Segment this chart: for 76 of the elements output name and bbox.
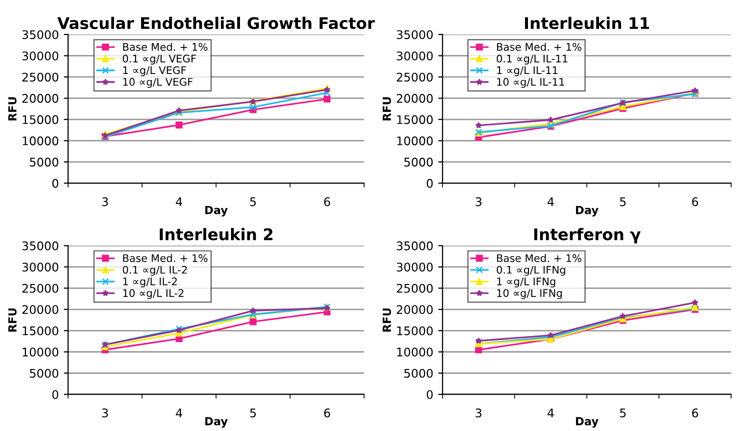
legend-label: 1 ∝g/L VEGF xyxy=(123,66,186,76)
y-tick-label: 5000 xyxy=(30,158,58,167)
y-tick-label: 30000 xyxy=(396,51,433,60)
x-axis-title: Day xyxy=(205,206,228,216)
x-tick-label: 4 xyxy=(548,197,554,206)
y-tick-label: 35000 xyxy=(396,241,433,250)
y-tick-label: 10000 xyxy=(397,136,433,146)
y-tick-label: 0 xyxy=(52,178,58,188)
x-axis-title: Day xyxy=(576,206,598,216)
y-tick-label: 35000 xyxy=(396,30,433,40)
y-tick-label: 30000 xyxy=(22,51,58,60)
x-tick-label: 3 xyxy=(102,197,108,206)
y-tick-label: 20000 xyxy=(22,94,58,103)
legend-label: Base Med. + 1% xyxy=(123,42,208,51)
legend-label: 0.1 ∝g/L IL-11 xyxy=(496,54,568,65)
x-tick-label: 3 xyxy=(476,197,482,206)
x-tick-label: 3 xyxy=(476,408,482,418)
y-tick-label: 25000 xyxy=(22,72,58,82)
y-tick-label: 35000 xyxy=(22,30,58,40)
y-tick-label: 25000 xyxy=(396,284,433,293)
legend-label: Base Med. + 1% xyxy=(123,254,208,262)
y-tick-label: 25000 xyxy=(22,284,58,293)
y-tick-label: 5000 xyxy=(30,368,58,378)
legend-label: 10 ∝g/L IL-11 xyxy=(497,78,564,88)
y-tick-label: 20000 xyxy=(22,305,58,314)
x-tick-label: 6 xyxy=(692,197,698,206)
legend-label: 10 ∝g/L IFNg xyxy=(497,289,562,300)
x-tick-label: 4 xyxy=(176,197,182,206)
chart-title: Interleukin 11 xyxy=(524,16,650,30)
legend-label: 10 ∝g/L VEGF xyxy=(123,78,193,88)
x-tick-label: 3 xyxy=(102,408,108,418)
legend-label: Base Med. + 1% xyxy=(497,42,582,51)
y-tick-label: 0 xyxy=(426,178,433,188)
y-tick-label: 0 xyxy=(52,390,58,400)
legend-label: 10 ∝g/L IL-2 xyxy=(123,289,184,300)
y-tick-label: 5000 xyxy=(404,368,433,378)
y-tick-label: 35000 xyxy=(22,241,58,250)
chart-title: Vascular Endothelial Growth Factor xyxy=(57,16,375,30)
y-tick-label: 10000 xyxy=(397,348,433,357)
legend-label: 1 ∝g/L IL-2 xyxy=(123,277,177,288)
y-tick-label: 20000 xyxy=(396,305,433,314)
y-tick-label: 10000 xyxy=(22,348,58,357)
y-tick-label: 15000 xyxy=(22,326,58,336)
chart-title: Interleukin 2 xyxy=(160,228,272,240)
x-tick-label: 6 xyxy=(692,408,698,418)
x-tick-label: 6 xyxy=(324,197,330,206)
legend-label: Base Med. + 1% xyxy=(497,254,582,262)
y-tick-label: 20000 xyxy=(396,94,433,103)
x-tick-label: 5 xyxy=(250,408,256,418)
y-axis-title: RFU xyxy=(382,97,392,120)
y-tick-label: 30000 xyxy=(396,262,433,272)
chart-title: Interferon γ xyxy=(534,228,641,244)
y-tick-label: 30000 xyxy=(22,262,58,272)
y-tick-label: 0 xyxy=(426,390,433,400)
x-tick-label: 4 xyxy=(176,408,182,418)
x-axis-title: Day xyxy=(205,417,228,428)
x-tick-label: 6 xyxy=(324,408,330,418)
x-tick-label: 4 xyxy=(548,408,554,418)
legend-label: 0.1 ∝g/L IFNg xyxy=(496,266,566,276)
x-tick-label: 5 xyxy=(250,197,256,206)
y-axis-title: RFU xyxy=(8,97,17,120)
x-axis-title: Day xyxy=(576,417,598,428)
y-axis-title: RFU xyxy=(382,308,392,332)
y-axis-title: RFU xyxy=(8,308,17,332)
x-tick-label: 5 xyxy=(620,408,626,418)
y-tick-label: 15000 xyxy=(397,115,433,124)
x-tick-label: 5 xyxy=(620,197,626,206)
y-tick-label: 10000 xyxy=(22,136,58,146)
y-tick-label: 5000 xyxy=(404,158,433,167)
legend-label: 0.1 ∝g/L IL-2 xyxy=(122,266,187,276)
y-tick-label: 15000 xyxy=(22,115,58,124)
legend-label: 1 ∝g/L IFNg xyxy=(497,278,556,288)
legend-label: 1 ∝g/L IL-11 xyxy=(497,66,558,76)
legend-label: 0.1 ∝g/L VEGF xyxy=(122,54,196,65)
y-tick-label: 15000 xyxy=(397,326,433,336)
y-tick-label: 25000 xyxy=(396,72,433,82)
